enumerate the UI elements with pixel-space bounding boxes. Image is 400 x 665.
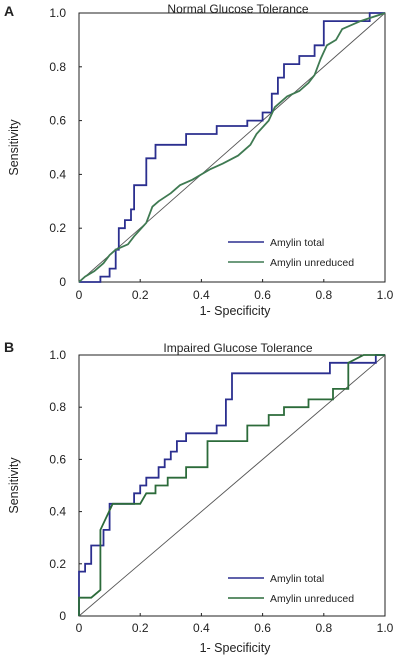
y-tick-label: 1.0 [49,348,66,362]
y-tick-label: 0.8 [49,60,66,74]
y-tick-label: 0.8 [49,400,66,414]
y-tick-label: 0 [59,275,66,289]
y-axis-label: Sensitivity [7,457,21,514]
y-tick-label: 0.4 [49,167,66,181]
y-tick-label: 0 [59,609,66,623]
y-tick-label: 0.2 [49,221,66,235]
x-tick-label: 0 [76,621,83,635]
chart-panel-b: B Impaired Glucose Tolerance 0 0.2 0.4 0.6 0.8… [4,339,394,655]
x-tick-label: 0.6 [254,288,271,302]
series-line-amylin-total [78,354,385,616]
x-tick-label: 1.0 [377,288,394,302]
legend: Amylin total Amylin unreduced [228,573,354,605]
x-tick-label: 0.8 [315,621,332,635]
legend-label-amylin-total: Amylin total [270,573,324,585]
reference-diagonal-line [78,12,386,283]
y-tick-label: 0.6 [49,114,66,128]
y-axis-label: Sensitivity [7,119,21,176]
x-axis-label: 1- Specificity [200,641,272,655]
series-line-amylin-unreduced [78,12,386,283]
panel-letter: B [4,339,14,355]
series-line-amylin-total [79,12,385,283]
panel-letter: A [4,3,14,19]
x-tick-label: 0.6 [254,621,271,635]
x-tick-label: 0.2 [132,288,149,302]
y-tick-label: 0.2 [49,557,66,571]
reference-diagonal-line [78,354,386,617]
legend: Amylin total Amylin unreduced [228,237,354,269]
series-line-amylin-unreduced [78,354,385,616]
x-tick-label: 0 [76,288,83,302]
legend-label-amylin-total: Amylin total [270,237,324,249]
y-tick-label: 0.6 [49,452,66,466]
x-tick-label: 1.0 [377,621,394,635]
chart-title: Impaired Glucose Tolerance [163,341,313,355]
legend-label-amylin-unreduced: Amylin unreduced [270,257,354,269]
x-tick-label: 0.2 [132,621,149,635]
x-tick-label: 0.8 [315,288,332,302]
y-tick-label: 0.4 [49,505,66,519]
x-tick-label: 0.4 [193,288,210,302]
y-tick-label: 1.0 [49,6,66,20]
legend-label-amylin-unreduced: Amylin unreduced [270,593,354,605]
x-tick-label: 0.4 [193,621,210,635]
chart-panel-a: A Normal Glucose Tolerance00.20.40.60.81.… [4,2,394,318]
x-axis-label: 1- Specificity [200,304,272,318]
